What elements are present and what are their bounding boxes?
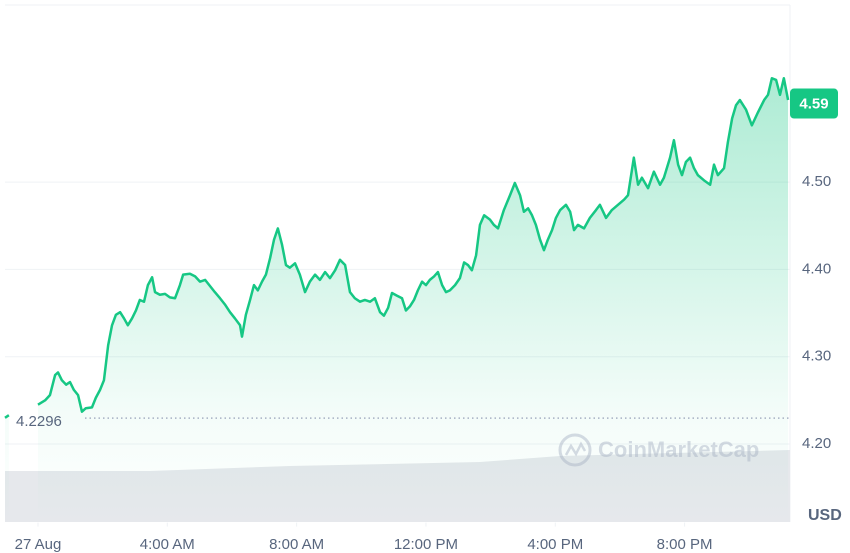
price-area (5, 78, 789, 523)
watermark-logo (558, 433, 592, 467)
y-tick-label: 4.30 (802, 348, 831, 365)
marks (4, 76, 790, 523)
price-line (4, 76, 790, 419)
currency-label: USD (808, 507, 842, 524)
last-price-label: 4.59 (799, 96, 828, 113)
y-tick-label: 4.20 (802, 435, 831, 452)
y-tick-label: 4.50 (802, 173, 831, 190)
open-price-label: 4.2296 (16, 413, 62, 430)
watermark: CoinMarketCap (558, 433, 759, 467)
x-tick-label: 4:00 PM (527, 536, 583, 553)
x-tick-label: 8:00 PM (657, 536, 713, 553)
last-price-badge (790, 88, 838, 119)
watermark-text: CoinMarketCap (598, 437, 759, 462)
x-tick-label: 4:00 AM (140, 536, 195, 553)
x-tick-label: 27 Aug (15, 536, 62, 553)
x-tick-label: 8:00 AM (269, 536, 324, 553)
x-tick-label: 12:00 PM (394, 536, 458, 553)
y-tick-label: 4.40 (802, 260, 831, 277)
watermark-logo-mark (564, 441, 587, 457)
